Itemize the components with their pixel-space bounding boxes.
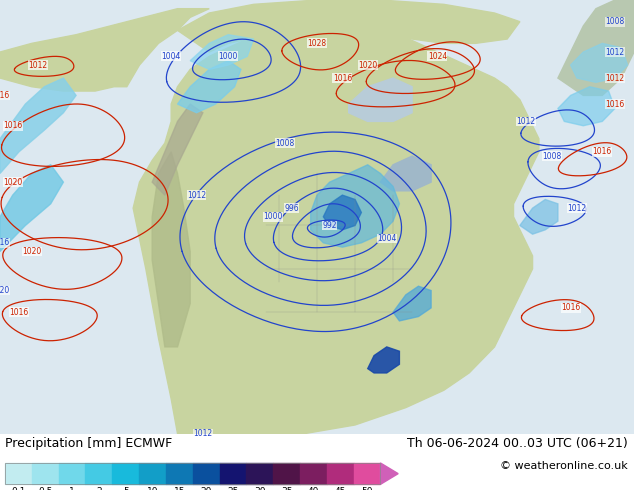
Polygon shape: [380, 156, 431, 191]
Bar: [5, 463, 32, 484]
Text: 1020: 1020: [358, 61, 377, 70]
Bar: [166, 463, 193, 484]
Text: 2: 2: [96, 487, 101, 490]
Text: 35: 35: [281, 487, 292, 490]
Polygon shape: [571, 44, 628, 82]
Polygon shape: [152, 152, 190, 347]
Text: 25: 25: [227, 487, 238, 490]
Text: 5: 5: [123, 487, 129, 490]
Polygon shape: [190, 35, 254, 70]
Text: 1012: 1012: [605, 48, 624, 56]
Polygon shape: [152, 104, 203, 195]
Text: 1020: 1020: [0, 286, 10, 295]
Text: 1012: 1012: [193, 429, 212, 438]
Text: 1016: 1016: [0, 238, 10, 247]
Polygon shape: [133, 13, 539, 434]
Bar: [273, 463, 300, 484]
Text: © weatheronline.co.uk: © weatheronline.co.uk: [500, 461, 628, 471]
Text: 1028: 1028: [307, 39, 327, 48]
Text: 1016: 1016: [10, 308, 29, 317]
Polygon shape: [178, 0, 520, 52]
Text: 1008: 1008: [605, 17, 624, 26]
Text: 1016: 1016: [3, 121, 22, 130]
Text: 1016: 1016: [333, 74, 352, 82]
Bar: [354, 463, 380, 484]
Text: 50: 50: [361, 487, 373, 490]
Text: 1016: 1016: [561, 303, 580, 313]
Text: 1000: 1000: [263, 212, 282, 221]
Polygon shape: [380, 463, 398, 484]
Text: 1000: 1000: [219, 52, 238, 61]
Bar: [112, 463, 139, 484]
Text: 992: 992: [323, 221, 337, 230]
Text: 1016: 1016: [605, 99, 624, 109]
Bar: [32, 463, 59, 484]
Text: 20: 20: [200, 487, 212, 490]
Text: 45: 45: [335, 487, 346, 490]
Text: 1008: 1008: [276, 139, 295, 147]
Polygon shape: [349, 78, 412, 122]
Text: 1012: 1012: [605, 74, 624, 82]
Text: 40: 40: [307, 487, 319, 490]
Text: 996: 996: [284, 204, 299, 213]
Bar: [193, 463, 219, 484]
Text: 1016: 1016: [593, 147, 612, 156]
Bar: [86, 463, 112, 484]
Polygon shape: [0, 165, 63, 251]
Text: Precipitation [mm] ECMWF: Precipitation [mm] ECMWF: [5, 437, 172, 450]
Polygon shape: [323, 195, 361, 230]
Polygon shape: [311, 165, 399, 247]
Text: 1012: 1012: [187, 191, 206, 199]
Polygon shape: [0, 9, 209, 91]
Bar: [219, 463, 247, 484]
Text: 1012: 1012: [567, 204, 586, 213]
Text: 1004: 1004: [162, 52, 181, 61]
Text: 1020: 1020: [22, 247, 41, 256]
Bar: [5, 463, 380, 484]
Polygon shape: [0, 78, 76, 173]
Text: 10: 10: [147, 487, 158, 490]
Text: 0.1: 0.1: [11, 487, 25, 490]
Bar: [327, 463, 354, 484]
Text: 1008: 1008: [542, 151, 561, 161]
Polygon shape: [368, 347, 399, 373]
Text: 0.5: 0.5: [38, 487, 53, 490]
Bar: [59, 463, 86, 484]
Text: Th 06-06-2024 00..03 UTC (06+21): Th 06-06-2024 00..03 UTC (06+21): [407, 437, 628, 450]
Bar: [300, 463, 327, 484]
Polygon shape: [558, 0, 634, 96]
Polygon shape: [520, 199, 558, 234]
Text: 1016: 1016: [0, 91, 10, 100]
Text: 1024: 1024: [428, 52, 447, 61]
Text: 1012: 1012: [517, 117, 536, 126]
Text: 1020: 1020: [3, 178, 22, 187]
Bar: [247, 463, 273, 484]
Polygon shape: [393, 286, 431, 321]
Polygon shape: [178, 61, 241, 113]
Text: 1012: 1012: [29, 61, 48, 70]
Text: 1004: 1004: [377, 234, 396, 243]
Text: 1: 1: [69, 487, 75, 490]
Text: 15: 15: [174, 487, 185, 490]
Text: 30: 30: [254, 487, 266, 490]
Bar: [139, 463, 166, 484]
Polygon shape: [558, 87, 615, 126]
